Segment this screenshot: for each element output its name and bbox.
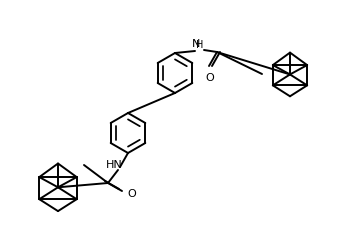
Text: H: H: [196, 40, 203, 50]
Text: O: O: [127, 189, 136, 199]
Text: N: N: [192, 39, 201, 49]
Text: O: O: [206, 73, 214, 83]
Text: HN: HN: [106, 160, 123, 170]
